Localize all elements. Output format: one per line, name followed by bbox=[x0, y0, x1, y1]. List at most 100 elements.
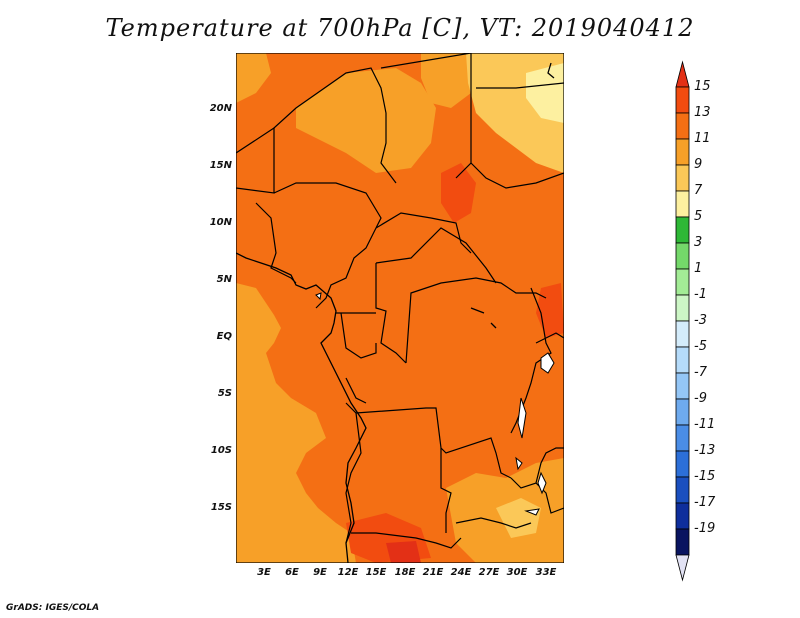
colorbar-swatch bbox=[675, 294, 690, 322]
red-sea-coast bbox=[547, 62, 555, 79]
colorbar-tick-label: 7 bbox=[694, 183, 703, 198]
lat-label-10n: 10N bbox=[209, 217, 232, 228]
border-car-north bbox=[375, 227, 497, 284]
border-niger-nigeria bbox=[273, 182, 382, 229]
colorbar-swatches bbox=[675, 60, 690, 582]
colorbar-swatch bbox=[675, 216, 690, 244]
colorbar-tick-label: 15 bbox=[694, 79, 711, 94]
colorbar-tick-label: 1 bbox=[694, 261, 703, 276]
lakes bbox=[315, 292, 555, 516]
colorbar-swatch bbox=[675, 398, 690, 426]
colorbar-swatch bbox=[675, 242, 690, 270]
lat-label-15s: 15S bbox=[210, 502, 232, 513]
lon-label-18e: 18E bbox=[394, 567, 416, 578]
lon-label-12e: 12E bbox=[337, 567, 359, 578]
lon-label-15e: 15E bbox=[365, 567, 387, 578]
field-nw-9-11 bbox=[236, 53, 271, 103]
border-niger-libya bbox=[380, 53, 472, 69]
colorbar-swatch bbox=[675, 112, 690, 140]
colorbar-swatch bbox=[675, 86, 690, 114]
colorbar-swatch bbox=[675, 190, 690, 218]
chart-title: Temperature at 700hPa [C], VT: 201904041… bbox=[105, 14, 695, 42]
lat-label-15n: 15N bbox=[209, 160, 232, 171]
colorbar-tick-label: -5 bbox=[694, 339, 707, 354]
field-angola-15 bbox=[386, 541, 421, 563]
border-benin bbox=[255, 202, 297, 284]
field-ocean-9-11 bbox=[236, 283, 356, 563]
field-north-9-11 bbox=[296, 68, 436, 173]
border-angola-west bbox=[345, 412, 362, 544]
border-egypt bbox=[476, 82, 564, 89]
field-north2-9-11 bbox=[421, 53, 476, 108]
colorbar-tick-label: -15 bbox=[694, 469, 716, 484]
colorbar-tick-label: -9 bbox=[694, 391, 707, 406]
lon-label-27e: 27E bbox=[478, 567, 500, 578]
colorbar-swatch bbox=[675, 502, 690, 530]
colorbar-tick-label: 5 bbox=[694, 209, 703, 224]
field-ne-5-7 bbox=[526, 63, 564, 123]
lon-label-24e: 24E bbox=[450, 567, 472, 578]
lat-label-20n: 20N bbox=[209, 103, 232, 114]
border-chad-car bbox=[375, 212, 472, 254]
lake-mweru bbox=[515, 456, 523, 471]
border-tanzania bbox=[535, 447, 564, 484]
lon-label-30e: 30E bbox=[506, 567, 528, 578]
border-namibia bbox=[351, 532, 462, 549]
colorbar-tick-label: -1 bbox=[694, 287, 707, 302]
colorbar-tick-label: -7 bbox=[694, 365, 707, 380]
map-panel: 20N 15N 10N 5N EQ 5S 10S 15S 3E 6E 9E 12… bbox=[210, 53, 564, 578]
colorbar-tick-label: 3 bbox=[694, 235, 703, 250]
colorbar-tick-label: 11 bbox=[694, 131, 711, 146]
credit-text: GrADS: IGES/COLA bbox=[6, 603, 100, 613]
colorbar-swatch bbox=[675, 346, 690, 374]
lon-label-21e: 21E bbox=[422, 567, 444, 578]
border-zambia-south bbox=[455, 517, 532, 529]
field-chad-13-15 bbox=[441, 163, 476, 223]
lon-label-9e: 9E bbox=[313, 567, 327, 578]
lat-label-10s: 10S bbox=[210, 445, 232, 456]
border-angola-zambia bbox=[440, 448, 452, 533]
colorbar-tick-label: 13 bbox=[694, 105, 711, 120]
border-gabon bbox=[340, 312, 377, 359]
colorbar-swatch bbox=[675, 320, 690, 348]
border-nigeria-cameroon bbox=[315, 227, 377, 309]
colorbar-swatch bbox=[675, 268, 690, 296]
lon-label-33e: 33E bbox=[535, 567, 557, 578]
lake-kariba bbox=[524, 508, 540, 516]
colorbar-tick-label: -19 bbox=[694, 521, 716, 536]
border-uganda bbox=[535, 332, 564, 344]
country-borders bbox=[236, 53, 564, 549]
border-sudan bbox=[470, 162, 564, 189]
border-west bbox=[236, 126, 275, 194]
border-drc-angola bbox=[345, 402, 512, 479]
colorbar-tick-label: -13 bbox=[694, 443, 716, 458]
temperature-map bbox=[236, 53, 564, 563]
lat-label-5n: 5N bbox=[216, 274, 232, 285]
colorbar-top-arrow bbox=[675, 60, 690, 88]
colorbar-tick-label: -3 bbox=[694, 313, 707, 328]
colorbar-swatch bbox=[675, 528, 690, 556]
colorbar-tick-label: -17 bbox=[694, 495, 716, 510]
lon-label-3e: 3E bbox=[257, 567, 271, 578]
colorbar-swatch bbox=[675, 138, 690, 166]
colorbar-tick-label: -11 bbox=[694, 417, 716, 432]
lat-label-5s: 5S bbox=[217, 388, 232, 399]
lon-label-6e: 6E bbox=[285, 567, 299, 578]
lake-malawi bbox=[537, 471, 547, 495]
colorbar-tick-label: 9 bbox=[694, 157, 703, 172]
colorbar-swatch bbox=[675, 450, 690, 478]
bioko-island bbox=[315, 292, 322, 301]
lake-tanganyika bbox=[517, 397, 527, 439]
lake-victoria bbox=[540, 352, 555, 374]
colorbar-swatch bbox=[675, 424, 690, 452]
colorbar-swatch bbox=[675, 476, 690, 504]
border-congo-south bbox=[345, 377, 367, 404]
colorbar-swatch bbox=[675, 372, 690, 400]
colorbar-bottom-arrow bbox=[675, 554, 690, 582]
atlantic-coast bbox=[236, 252, 367, 563]
border-cameroon-congo bbox=[375, 263, 407, 364]
border-mali-niger bbox=[273, 67, 397, 184]
coastline bbox=[236, 62, 555, 563]
colorbar-swatch bbox=[675, 164, 690, 192]
congo-river bbox=[470, 307, 497, 329]
